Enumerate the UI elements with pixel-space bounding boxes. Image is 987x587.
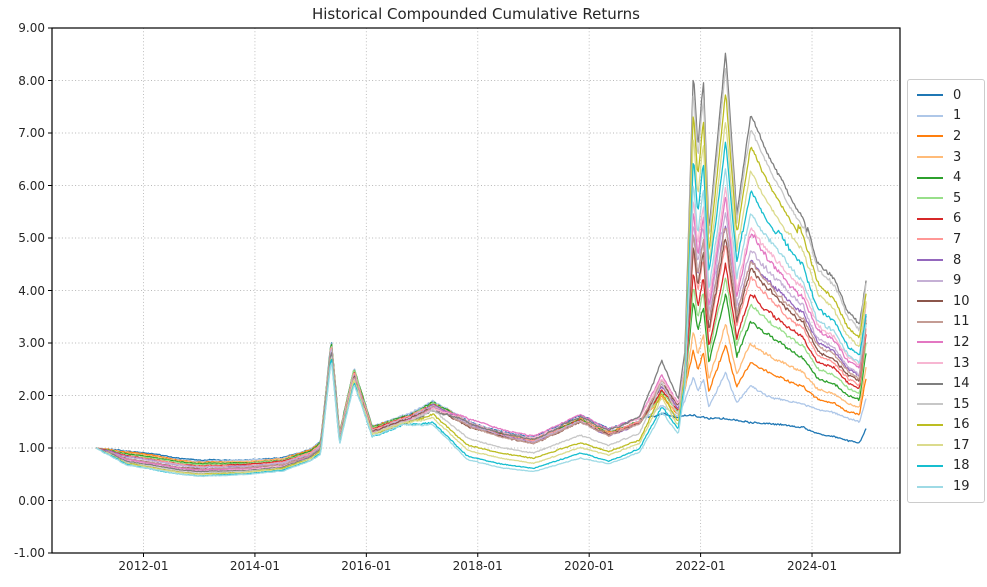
x-tick-label: 2012-01 <box>118 559 169 573</box>
y-tick-label: 8.00 <box>18 73 45 88</box>
legend-item: 14 <box>908 374 984 393</box>
legend-swatch-line <box>917 217 943 220</box>
legend-item-label: 18 <box>953 458 970 474</box>
legend-swatch-line <box>917 464 943 467</box>
chart-title: Historical Compounded Cumulative Returns <box>311 5 640 23</box>
legend-item-label: 10 <box>953 293 970 309</box>
legend-item-label: 7 <box>953 231 962 247</box>
legend-item: 12 <box>908 333 984 352</box>
legend-item-label: 11 <box>953 314 970 330</box>
legend-item-label: 5 <box>953 190 962 206</box>
x-tick-label: 2024-01 <box>786 559 838 573</box>
legend-item-label: 19 <box>953 479 970 495</box>
legend-item-label: 3 <box>953 149 962 165</box>
legend-swatch-line <box>917 176 943 179</box>
legend-swatch-line <box>917 238 943 241</box>
legend-swatch-line <box>917 403 943 406</box>
legend-item: 15 <box>908 395 984 414</box>
y-tick-label: 6.00 <box>18 178 45 193</box>
legend-item-label: 13 <box>953 355 970 371</box>
legend-item: 1 <box>908 106 984 125</box>
legend: 0 1 2 3 4 5 6 7 8 9 10 11 12 13 14 15 16 17 18 19 <box>907 79 985 503</box>
legend-swatch-line <box>917 320 943 323</box>
legend-swatch-line <box>917 259 943 262</box>
legend-item: 17 <box>908 436 984 455</box>
legend-swatch-line <box>917 485 943 488</box>
legend-item: 6 <box>908 209 984 228</box>
y-tick-label: 4.00 <box>18 283 45 298</box>
legend-item: 4 <box>908 168 984 187</box>
y-tick-label: 5.00 <box>18 231 45 245</box>
legend-item: 0 <box>908 86 984 105</box>
y-tick-label: 3.00 <box>18 336 45 350</box>
x-tick-label: 2022-01 <box>675 559 726 573</box>
legend-item-label: 14 <box>953 376 970 392</box>
legend-item: 8 <box>908 251 984 270</box>
legend-item: 11 <box>908 312 984 331</box>
y-tick-label: 0.00 <box>18 493 45 508</box>
y-tick-label: 9.00 <box>18 21 45 35</box>
legend-item: 10 <box>908 292 984 311</box>
legend-item: 5 <box>908 189 984 208</box>
legend-item-label: 4 <box>953 170 962 186</box>
legend-item-label: 12 <box>953 334 970 350</box>
legend-item: 18 <box>908 456 984 475</box>
legend-item-label: 8 <box>953 252 962 268</box>
legend-item: 16 <box>908 415 984 434</box>
legend-swatch-line <box>917 135 943 138</box>
legend-item-label: 0 <box>953 87 962 103</box>
x-tick-label: 2020-01 <box>564 559 615 573</box>
legend-item-label: 17 <box>953 437 970 453</box>
legend-item: 3 <box>908 148 984 167</box>
legend-item-label: 1 <box>953 108 962 124</box>
legend-swatch-line <box>917 114 943 117</box>
legend-item: 9 <box>908 271 984 290</box>
y-tick-label: -1.00 <box>13 546 45 560</box>
legend-item-label: 16 <box>953 417 970 433</box>
legend-swatch-line <box>917 382 943 385</box>
legend-item: 2 <box>908 127 984 146</box>
legend-swatch-line <box>917 279 943 282</box>
legend-swatch-line <box>917 341 943 344</box>
legend-item-label: 9 <box>953 273 962 289</box>
legend-swatch-line <box>917 94 943 97</box>
legend-item-label: 2 <box>953 128 962 144</box>
y-tick-label: 1.00 <box>18 441 45 455</box>
legend-swatch-line <box>917 197 943 200</box>
x-tick-label: 2014-01 <box>229 559 280 573</box>
legend-item: 7 <box>908 230 984 249</box>
legend-swatch-line <box>917 156 943 159</box>
legend-item: 19 <box>908 477 984 496</box>
y-tick-label: 7.00 <box>18 126 45 140</box>
y-tick-label: 2.00 <box>18 388 45 403</box>
legend-swatch-line <box>917 444 943 447</box>
legend-item-label: 6 <box>953 211 962 227</box>
x-tick-label: 2018-01 <box>452 559 503 573</box>
legend-swatch-line <box>917 300 943 303</box>
legend-swatch-line <box>917 423 943 426</box>
x-tick-label: 2016-01 <box>341 559 392 573</box>
legend-item-label: 15 <box>953 396 970 412</box>
legend-swatch-line <box>917 362 943 365</box>
legend-item: 13 <box>908 354 984 373</box>
